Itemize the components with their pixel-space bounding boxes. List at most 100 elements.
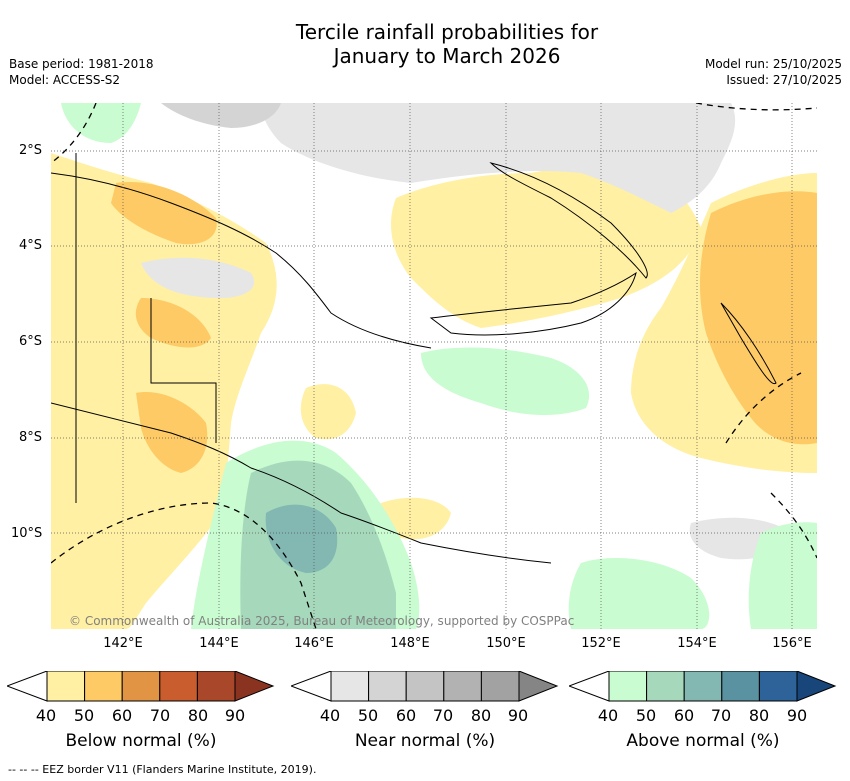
cbar-below-tick-50: 50 <box>73 706 95 725</box>
base-period: Base period: 1981-2018 <box>9 57 154 71</box>
map-title: Tercile rainfall probabilities for Janua… <box>0 20 850 68</box>
cbar-below-arrow-right <box>234 671 275 702</box>
new-guinea-north-coast <box>51 172 432 349</box>
below-normal-west-orange <box>111 182 217 245</box>
lon-label-146e: 146°E <box>294 636 334 651</box>
title-line-2: January to March 2026 <box>333 44 561 68</box>
near-normal-areas <box>141 103 791 560</box>
cbar-near-swatch-1 <box>330 671 370 702</box>
lon-label-144e: 144°E <box>199 636 239 651</box>
lon-label-148e: 148°E <box>390 636 430 651</box>
cbar-near-tick-40: 40 <box>319 706 341 725</box>
new-guinea-south-coast <box>51 402 552 564</box>
cbar-below-title: Below normal (%) <box>65 731 217 751</box>
lon-label-150e: 150°E <box>486 636 526 651</box>
issued-date: Issued: 27/10/2025 <box>726 73 842 87</box>
model-run: Model run: 25/10/2025 <box>704 57 842 71</box>
cbar-above-title: Above normal (%) <box>626 731 780 751</box>
above-normal-northwest <box>61 103 141 143</box>
cbar-near-tick-90: 90 <box>507 706 529 725</box>
cbar-below-swatch-4 <box>159 671 198 702</box>
cbar-above-tick-70: 70 <box>710 706 732 725</box>
cbar-above-tick-80: 80 <box>748 706 770 725</box>
gridlines <box>51 103 817 629</box>
above-normal-far-east <box>748 522 817 629</box>
cbar-near-tick-70: 70 <box>432 706 454 725</box>
cbar-above-swatch-1 <box>608 671 648 702</box>
cbar-near-tick-80: 80 <box>470 706 492 725</box>
lat-label-6s: 6°S <box>19 334 43 349</box>
cbar-near-tick-60: 60 <box>395 706 417 725</box>
eez-west <box>51 103 97 164</box>
eez-borders <box>51 103 817 629</box>
cbar-above-tick-40: 40 <box>597 706 619 725</box>
lon-label-152e: 152°E <box>581 636 621 651</box>
cbar-above-swatch-5 <box>758 671 798 702</box>
near-normal-north-dark <box>161 103 281 128</box>
cbar-below-swatch-5 <box>196 671 236 702</box>
cbar-above-arrow-right <box>796 671 837 702</box>
cbar-above-swatches <box>608 671 798 702</box>
colorbar-near-normal <box>291 671 559 702</box>
eez-east <box>725 372 802 444</box>
colorbar-below-normal <box>7 671 275 702</box>
eez-footnote: -- -- -- EEZ border V11 (Flanders Marine… <box>8 763 317 776</box>
eez-north-east <box>695 103 817 111</box>
cbar-above-swatch-4 <box>721 671 760 702</box>
copyright-notice: © Commonwealth of Australia 2025, Bureau… <box>69 614 574 628</box>
cbar-below-swatches <box>46 671 236 702</box>
model-name: Model: ACCESS-S2 <box>9 73 121 87</box>
lat-label-10s: 10°S <box>11 526 43 541</box>
cbar-below-tick-70: 70 <box>149 706 171 725</box>
meta-right: Model run: 25/10/2025 Issued: 27/10/2025 <box>705 56 842 88</box>
title-line-1: Tercile rainfall probabilities for <box>295 20 599 44</box>
colorbar-above-normal <box>569 671 837 702</box>
cbar-near-swatch-4 <box>443 671 482 702</box>
above-normal-southeast <box>568 558 710 629</box>
lat-label-8s: 8°S <box>19 430 43 445</box>
above-normal-central <box>421 347 590 415</box>
below-normal-central-orange <box>135 298 211 348</box>
cbar-above-tick-90: 90 <box>786 706 808 725</box>
near-normal-north <box>261 103 736 213</box>
lat-label-2s: 2°S <box>19 143 43 158</box>
below-normal-gulf <box>300 384 356 440</box>
lon-label-142e: 142°E <box>103 636 143 651</box>
cbar-below-swatch-3 <box>121 671 161 702</box>
lon-label-154e: 154°E <box>677 636 717 651</box>
eez-southwest <box>51 502 317 629</box>
cbar-near-swatch-5 <box>480 671 520 702</box>
meta-left: Base period: 1981-2018 Model: ACCESS-S2 <box>9 56 154 88</box>
below-normal-north-coast <box>391 162 701 328</box>
cbar-near-swatch-3 <box>405 671 445 702</box>
cbar-near-title: Near normal (%) <box>354 731 496 751</box>
cbar-above-swatch-3 <box>683 671 723 702</box>
cbar-near-swatches <box>330 671 520 702</box>
png-border <box>75 153 217 503</box>
cbar-near-tick-50: 50 <box>357 706 379 725</box>
cbar-below-tick-90: 90 <box>224 706 246 725</box>
cbar-below-tick-60: 60 <box>111 706 133 725</box>
coastlines <box>51 153 777 564</box>
below-normal-huon <box>377 497 451 540</box>
above-normal-teal-core <box>265 504 338 573</box>
bougainville-coast <box>720 302 777 385</box>
below-normal-fly-orange <box>136 392 208 473</box>
cbar-above-arrow-left <box>569 671 610 702</box>
new-ireland-coast <box>489 162 648 279</box>
cbar-below-arrow-left <box>7 671 48 702</box>
cbar-near-arrow-left <box>291 671 332 702</box>
cbar-above-swatch-2 <box>646 671 685 702</box>
cbar-near-arrow-right <box>518 671 559 702</box>
lat-label-4s: 4°S <box>19 238 43 253</box>
new-britain-coast <box>429 271 637 336</box>
cbar-below-tick-40: 40 <box>35 706 57 725</box>
cbar-below-tick-80: 80 <box>187 706 209 725</box>
cbar-below-swatch-1 <box>46 671 86 702</box>
cbar-below-swatch-2 <box>84 671 123 702</box>
lon-label-156e: 156°E <box>772 636 812 651</box>
rainfall-map: © Commonwealth of Australia 2025, Bureau… <box>51 103 817 629</box>
cbar-above-tick-50: 50 <box>635 706 657 725</box>
cbar-near-swatch-2 <box>368 671 407 702</box>
cbar-above-tick-60: 60 <box>673 706 695 725</box>
